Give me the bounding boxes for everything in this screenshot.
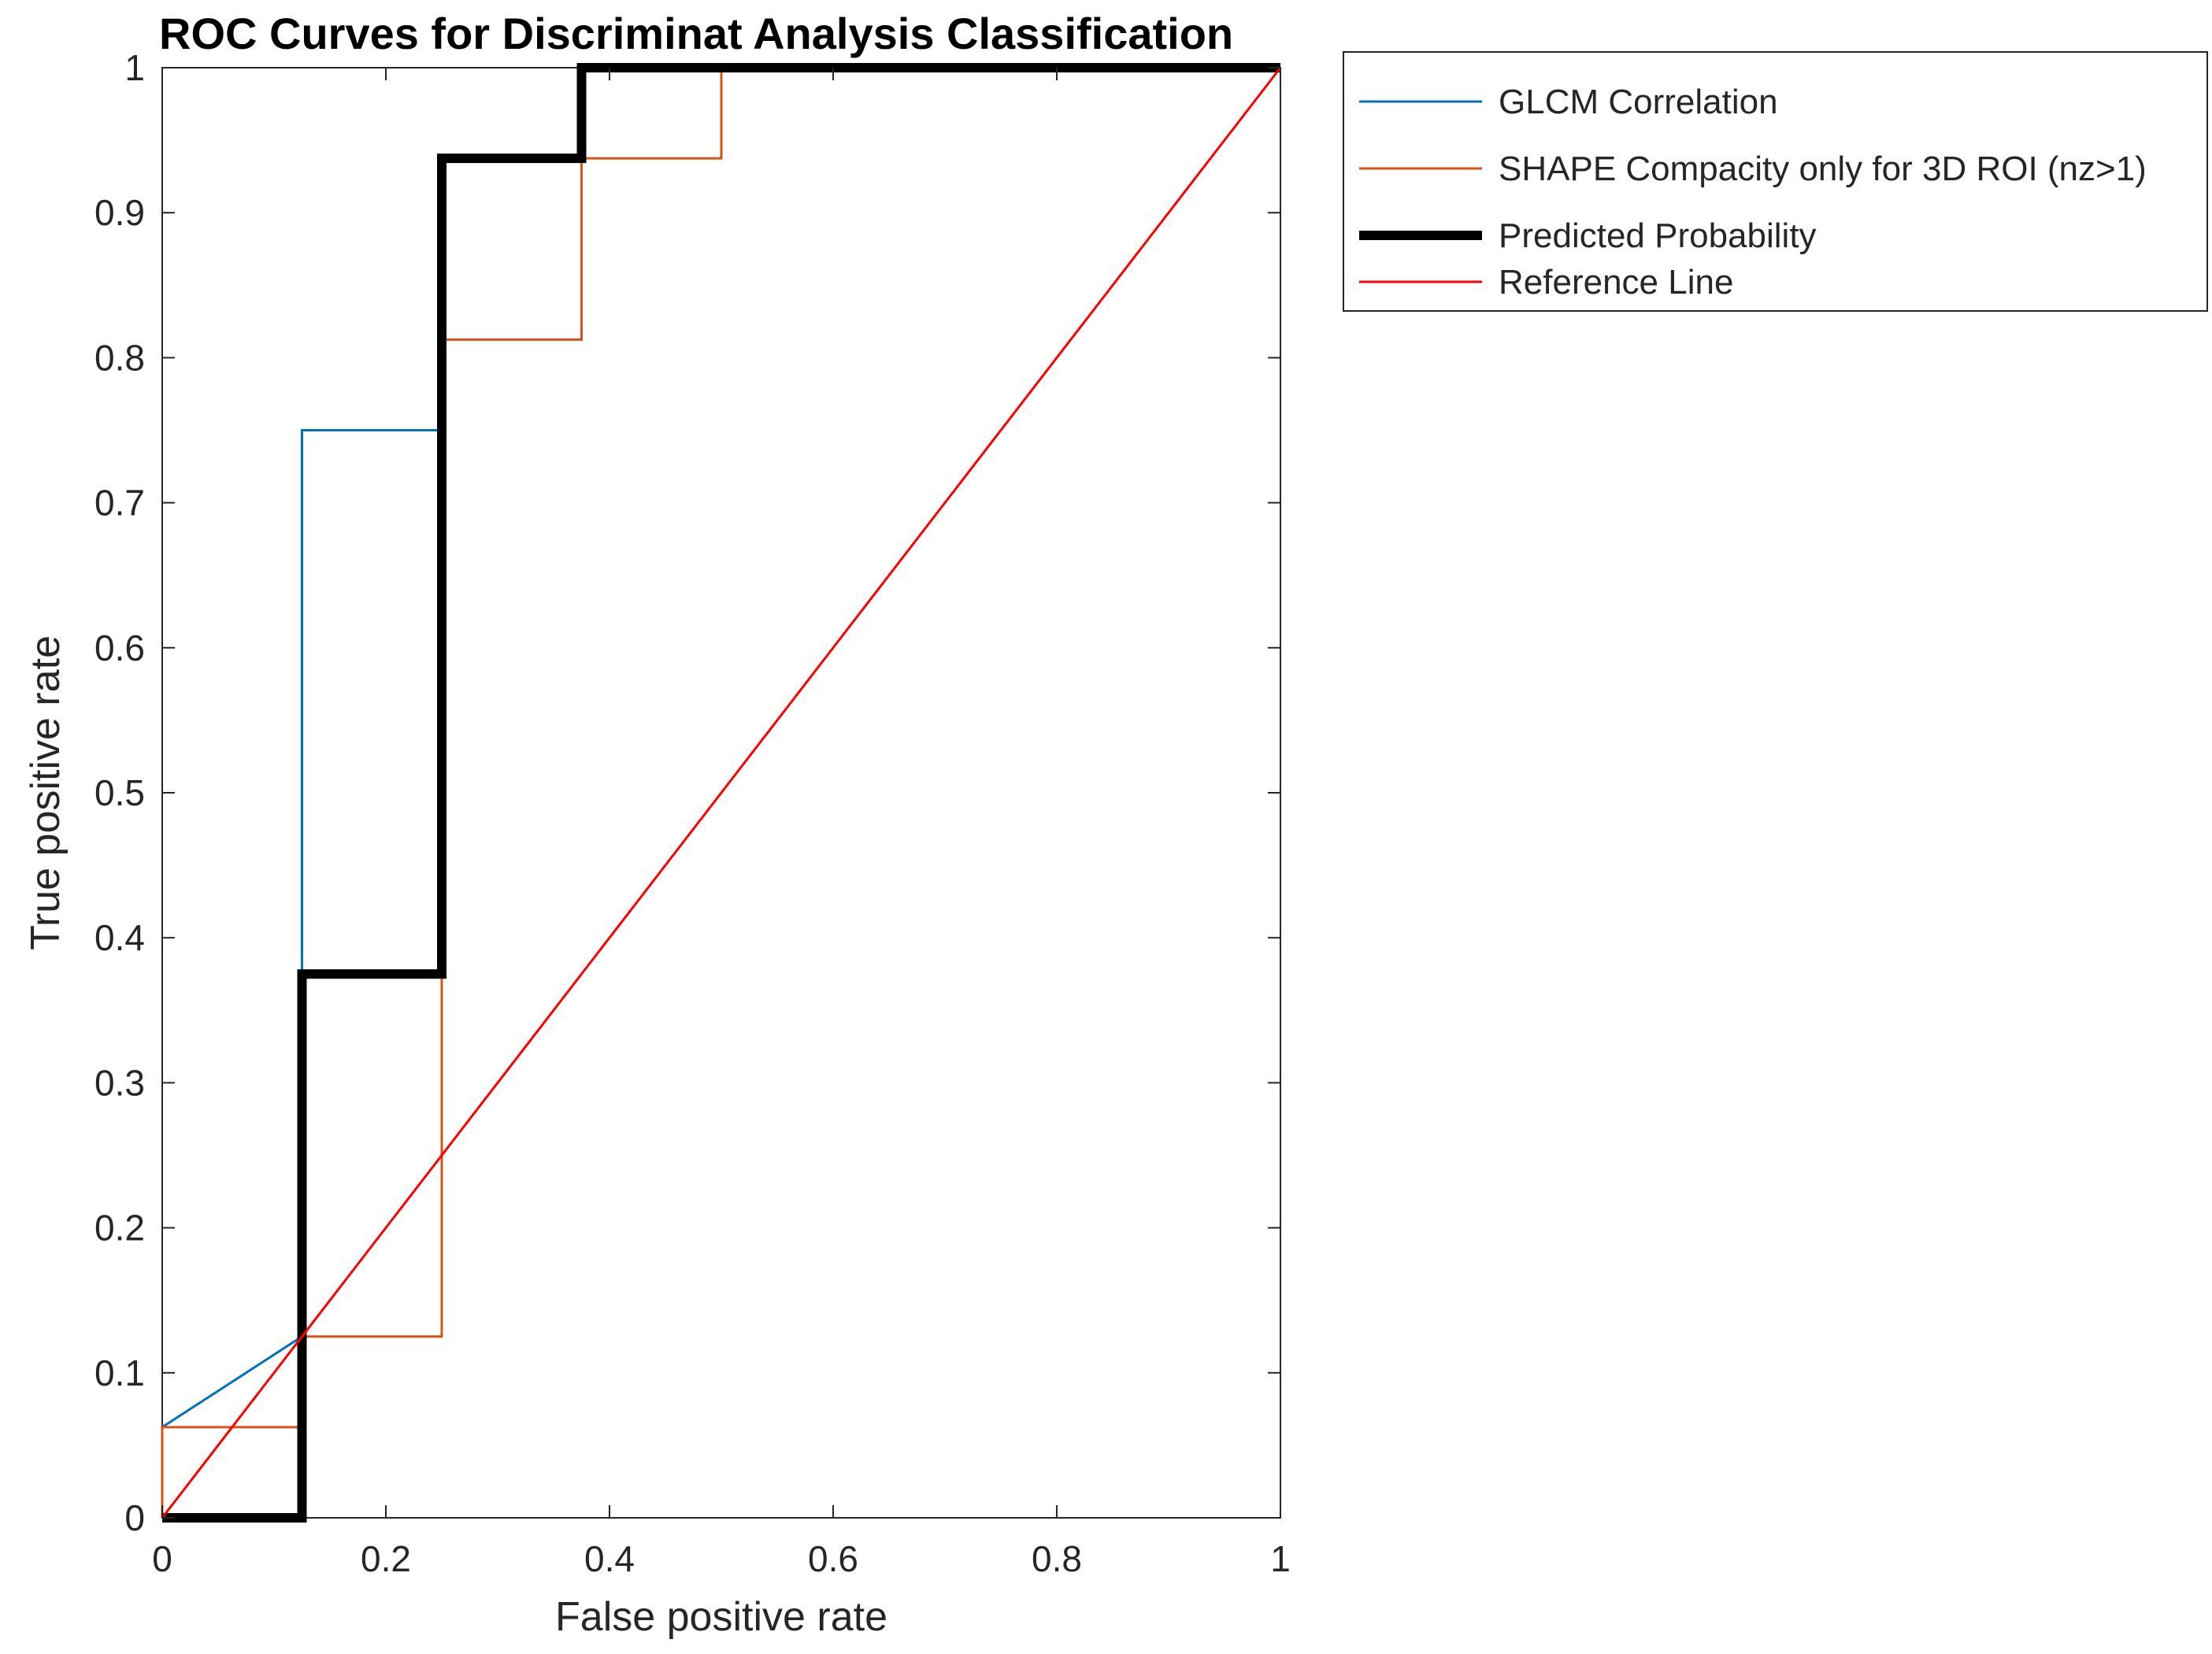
legend-box [1343,51,2208,312]
x-tick-label: 1 [1270,1538,1291,1579]
y-tick-label: 0.5 [94,772,145,813]
y-tick-label: 0.3 [94,1062,145,1103]
series-line-predicted-probability [162,63,1280,1523]
legend-label-reference-line: Reference Line [1499,263,1733,302]
y-tick-label: 0.1 [94,1352,145,1393]
y-tick-label: 0.8 [94,337,145,378]
x-tick-label: 0.6 [808,1538,858,1579]
x-tick-label: 0 [152,1538,172,1579]
x-axis-ticks: 0 0.2 0.4 0.6 0.8 1 [152,68,1291,1579]
x-tick-label: 0.2 [361,1538,411,1579]
series-line-reference-line [161,67,1282,1519]
chart-title: ROC Curves for Discriminat Analysis Clas… [159,9,1233,58]
x-axis-label: False positive rate [555,1594,887,1640]
legend-label-glcm-correlation: GLCM Correlation [1499,83,1778,121]
y-tick-label: 1 [124,47,145,88]
y-tick-label: 0.4 [94,917,145,958]
legend-label-predicted-probability: Predicted Probability [1499,216,1817,255]
legend-items: GLCM Correlation SHAPE Compacity only for… [1359,83,2147,302]
x-tick-label: 0.8 [1032,1538,1082,1579]
plot-area [161,63,1282,1523]
y-tick-label: 0.6 [94,627,145,668]
x-tick-label: 0.4 [584,1538,635,1579]
legend-label-shape-compacity: SHAPE Compacity only for 3D ROI (nz>1) [1499,150,2147,188]
y-axis-label: True positive rate [23,635,69,950]
y-tick-label: 0.7 [94,483,145,524]
y-tick-label: 0.9 [94,192,145,233]
legend: GLCM Correlation SHAPE Compacity only for… [1343,51,2208,312]
y-tick-label: 0.2 [94,1208,145,1249]
y-tick-label: 0 [124,1497,145,1538]
y-axis-ticks: 0 0.1 0.2 0.3 0.4 0.5 0.6 0.7 0.8 0.9 1 [94,47,1280,1538]
series-layer [161,63,1282,1523]
